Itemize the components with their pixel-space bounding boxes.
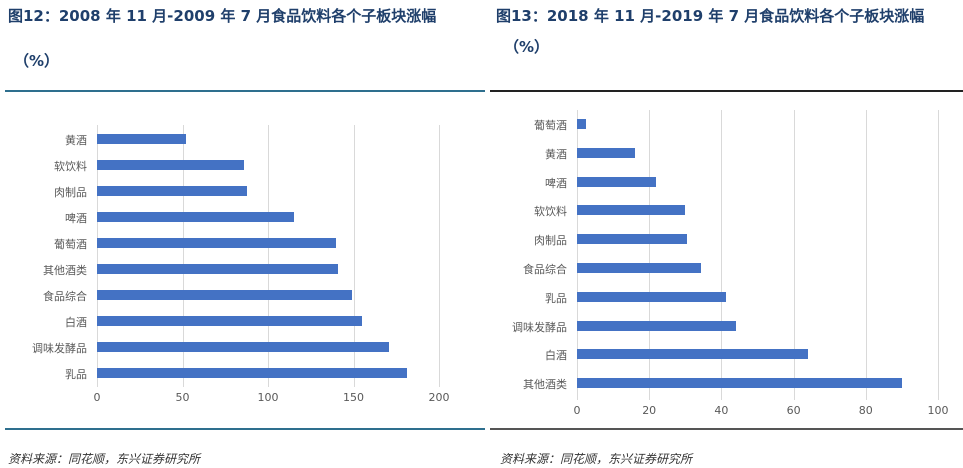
bar bbox=[577, 234, 688, 245]
gridline bbox=[268, 125, 269, 387]
right-figure-title: 图13：2018 年 11 月-2019 年 7 月食品饮料各个子板块涨幅 bbox=[496, 7, 925, 25]
x-tick-label: 60 bbox=[786, 404, 801, 417]
bar bbox=[97, 264, 339, 274]
gridline bbox=[793, 110, 795, 400]
gridline bbox=[577, 110, 578, 400]
gridline bbox=[649, 110, 651, 400]
category-label: 软饮料 bbox=[54, 160, 87, 173]
gridline bbox=[439, 125, 440, 387]
gridline bbox=[353, 125, 355, 387]
bar bbox=[97, 368, 407, 378]
category-label: 调味发酵品 bbox=[512, 320, 567, 334]
category-label: 食品综合 bbox=[43, 290, 87, 303]
left-figure-title: 图12：2008 年 11 月-2009 年 7 月食品饮料各个子板块涨幅 bbox=[8, 7, 437, 25]
category-label: 调味发酵品 bbox=[32, 342, 87, 355]
x-tick-label: 200 bbox=[428, 391, 450, 404]
right-top-rule bbox=[490, 90, 963, 92]
bar bbox=[97, 186, 248, 196]
category-label: 葡萄酒 bbox=[54, 238, 87, 251]
gridline bbox=[938, 110, 939, 400]
x-tick-label: 40 bbox=[714, 404, 729, 417]
gridline bbox=[97, 125, 98, 387]
gridline bbox=[182, 125, 184, 387]
bar bbox=[97, 134, 186, 144]
bar bbox=[577, 349, 809, 360]
bar bbox=[577, 320, 736, 331]
bar bbox=[577, 119, 587, 129]
right-source-note: 资料来源：同花顺，东兴证券研究所 bbox=[500, 452, 693, 466]
x-tick-label: 0 bbox=[573, 404, 581, 417]
bar bbox=[97, 160, 245, 170]
bar bbox=[97, 290, 352, 300]
bar bbox=[577, 205, 686, 216]
category-label: 乳品 bbox=[65, 368, 87, 381]
category-label: 啤酒 bbox=[545, 176, 567, 190]
category-label: 啤酒 bbox=[65, 212, 87, 225]
category-label: 白酒 bbox=[545, 349, 567, 363]
bar bbox=[97, 316, 363, 326]
gridline bbox=[721, 110, 723, 400]
bar bbox=[577, 176, 657, 187]
category-label: 其他酒类 bbox=[43, 264, 87, 277]
category-label: 葡萄酒 bbox=[534, 119, 567, 132]
bar bbox=[97, 238, 337, 248]
category-label: 黄酒 bbox=[65, 134, 87, 147]
x-tick-label: 0 bbox=[93, 391, 101, 404]
right-figure-unit: （%） bbox=[504, 38, 550, 56]
gridline bbox=[865, 110, 867, 400]
category-label: 黄酒 bbox=[545, 147, 567, 161]
right-bottom-rule bbox=[490, 428, 963, 430]
right-bar-chart: 0 20 40 60 80 100 葡萄酒黄酒啤酒软饮料肉制品食品综合乳品调味发酵品白酒其他… bbox=[490, 110, 963, 420]
left-top-rule bbox=[5, 90, 485, 92]
x-tick-label: 20 bbox=[642, 404, 657, 417]
bar bbox=[97, 212, 294, 222]
left-figure-panel: 图12：2008 年 11 月-2009 年 7 月食品饮料各个子板块涨幅 （%… bbox=[0, 7, 485, 466]
x-tick-label: 100 bbox=[257, 391, 279, 404]
bar bbox=[577, 378, 902, 389]
category-label: 乳品 bbox=[545, 291, 567, 305]
category-label: 其他酒类 bbox=[523, 378, 567, 392]
bar bbox=[577, 263, 701, 273]
left-bar-chart: 0 50 100 150 200 黄酒软饮料肉制品啤酒葡萄酒其他酒类食品综合白酒调味发酵品… bbox=[0, 125, 485, 415]
category-label: 食品综合 bbox=[523, 263, 567, 276]
category-label: 肉制品 bbox=[54, 186, 87, 199]
x-tick-label: 100 bbox=[927, 404, 949, 417]
x-tick-label: 80 bbox=[858, 404, 873, 417]
category-label: 肉制品 bbox=[534, 234, 567, 248]
x-tick-label: 150 bbox=[343, 391, 364, 404]
bar bbox=[97, 342, 390, 352]
category-label: 软饮料 bbox=[534, 205, 567, 219]
x-tick-label: 50 bbox=[175, 391, 190, 404]
right-figure-panel: 图13：2018 年 11 月-2019 年 7 月食品饮料各个子板块涨幅 （%… bbox=[490, 0, 963, 468]
left-figure-unit: （%） bbox=[14, 52, 60, 70]
left-bottom-rule bbox=[5, 428, 485, 430]
left-source-note: 资料来源：同花顺，东兴证券研究所 bbox=[8, 452, 201, 466]
category-label: 白酒 bbox=[65, 316, 87, 329]
bar bbox=[577, 147, 635, 158]
bar bbox=[577, 291, 727, 302]
